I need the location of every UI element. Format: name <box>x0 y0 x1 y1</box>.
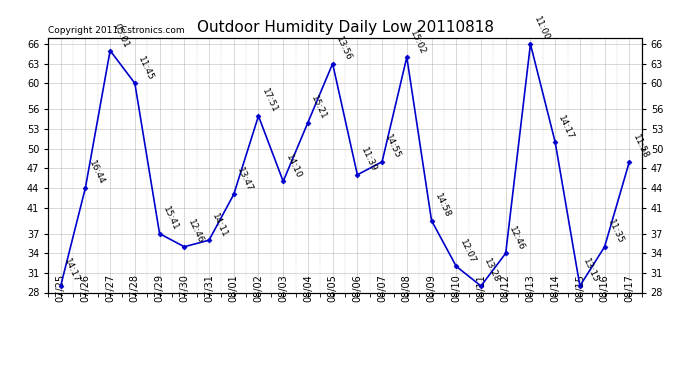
Text: 12:46: 12:46 <box>507 225 526 252</box>
Text: 14:11: 14:11 <box>210 211 230 239</box>
Text: 14:17: 14:17 <box>557 114 575 141</box>
Text: 15:21: 15:21 <box>309 94 328 121</box>
Text: 11:00: 11:00 <box>532 15 551 43</box>
Text: 13:47: 13:47 <box>235 166 254 193</box>
Text: 13:15: 13:15 <box>581 257 600 285</box>
Title: Outdoor Humidity Daily Low 20110818: Outdoor Humidity Daily Low 20110818 <box>197 20 493 35</box>
Text: 14:58: 14:58 <box>433 192 452 219</box>
Text: 11:35: 11:35 <box>606 218 625 245</box>
Text: 11:58: 11:58 <box>631 133 650 160</box>
Text: 14:55: 14:55 <box>384 133 402 160</box>
Text: Copyright 2011 Cstronics.com: Copyright 2011 Cstronics.com <box>48 26 185 35</box>
Text: 14:10: 14:10 <box>284 153 304 180</box>
Text: 13:28: 13:28 <box>482 257 502 285</box>
Text: 11:39: 11:39 <box>359 146 378 173</box>
Text: 16:44: 16:44 <box>87 159 106 186</box>
Text: 13:56: 13:56 <box>334 35 353 62</box>
Text: 11:45: 11:45 <box>136 55 155 82</box>
Text: 12:07: 12:07 <box>457 238 477 265</box>
Text: 14:17: 14:17 <box>62 257 81 285</box>
Text: 12:46: 12:46 <box>186 218 205 245</box>
Text: 17:51: 17:51 <box>260 87 279 115</box>
Text: 15:41: 15:41 <box>161 205 180 232</box>
Text: 15:02: 15:02 <box>408 28 427 56</box>
Text: 05:01: 05:01 <box>112 22 130 49</box>
